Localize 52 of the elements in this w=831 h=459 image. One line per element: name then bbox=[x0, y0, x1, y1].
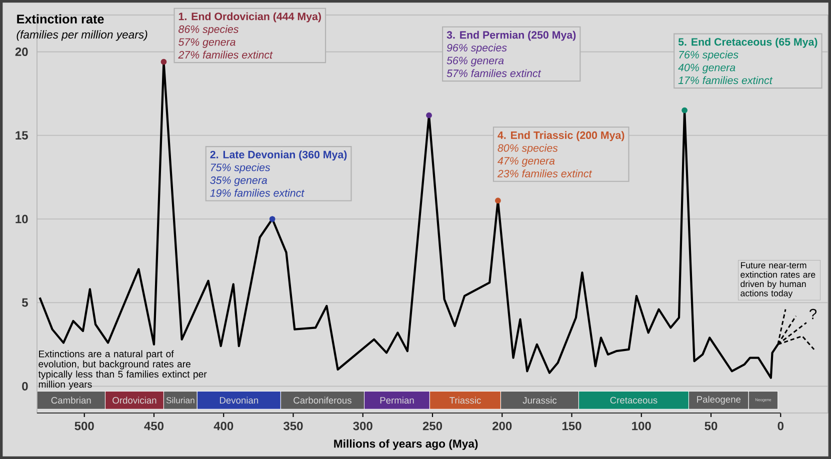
x-axis-title: Millions of years ago (Mya) bbox=[334, 439, 478, 450]
x-tick-label: 350 bbox=[283, 422, 303, 430]
annotation: 56% genera bbox=[446, 56, 504, 66]
x-tick-label: 400 bbox=[214, 422, 234, 430]
x-tick-label: 450 bbox=[144, 422, 164, 430]
annotation: 57% families extinct bbox=[446, 69, 542, 78]
x-tick-label: 300 bbox=[353, 422, 372, 430]
band-label: Paleogene bbox=[697, 396, 741, 405]
annotation: 17% families extinct bbox=[678, 76, 773, 84]
x-tick-label: 200 bbox=[492, 422, 512, 430]
annotation: 47% genera bbox=[498, 157, 555, 167]
annotation: (families per million years) bbox=[16, 30, 148, 41]
annotation: 80% species bbox=[498, 144, 558, 154]
annotation: 76% species bbox=[679, 50, 738, 61]
annotation: 27% families extinct bbox=[178, 50, 273, 59]
band-label: Devonian bbox=[220, 396, 258, 404]
annotation: 96% species bbox=[446, 44, 507, 54]
band-label: Permian bbox=[380, 396, 414, 404]
annotation: 35% genera bbox=[210, 176, 268, 186]
y-tick-label: 15 bbox=[16, 131, 28, 140]
x-tick-label: 50 bbox=[704, 422, 718, 430]
y-tick-label: 0 bbox=[22, 382, 28, 390]
y-tick-label: 10 bbox=[16, 214, 28, 224]
annotation: Extinctions are a natural part of evolution, but background rates are typically less than 5 families extinct per million years bbox=[38, 350, 207, 390]
annotation: 23% families extinct bbox=[497, 170, 592, 178]
annotation: 75% species bbox=[210, 163, 270, 174]
annotation: 40% genera bbox=[678, 64, 736, 74]
annotation: 2. Late Devonian (360 Mya) bbox=[210, 150, 347, 160]
annotation: 4. End Triassic (200 Mya) bbox=[498, 131, 624, 142]
x-tick-label: 100 bbox=[632, 422, 651, 430]
annotation: 5. End Cretaceous (65 Mya) bbox=[678, 38, 818, 48]
band-label: Carboniferous bbox=[294, 396, 352, 404]
y-tick-label: 20 bbox=[15, 48, 28, 56]
annotation: 57% genera bbox=[178, 38, 236, 48]
annotation: 1. End Ordovician (444 Mya) bbox=[178, 12, 321, 22]
band-label: Ordovician bbox=[112, 396, 156, 404]
band-label: Jurassic bbox=[522, 396, 557, 404]
x-tick-label: 500 bbox=[74, 422, 94, 430]
band-label: Cambrian bbox=[51, 396, 91, 404]
band-label: Silurian bbox=[166, 397, 194, 404]
band-label: Triassic bbox=[450, 396, 481, 404]
annotation: 86% species bbox=[178, 25, 239, 36]
y-axis-title: Extinction rate bbox=[17, 14, 104, 24]
x-tick-label: 150 bbox=[562, 422, 582, 430]
annotation: 19% families extinct bbox=[210, 188, 304, 197]
annotation: 3. End Permian (250 Mya) bbox=[446, 30, 576, 41]
y-tick-label: 5 bbox=[22, 298, 28, 307]
band-label: Cretaceous bbox=[610, 396, 658, 404]
annotation: ? bbox=[810, 308, 817, 320]
x-tick-label: 250 bbox=[422, 422, 442, 430]
x-tick-label: 0 bbox=[778, 422, 784, 430]
annotation: Future near-term extinction rates are driven by human actions today bbox=[740, 262, 816, 298]
